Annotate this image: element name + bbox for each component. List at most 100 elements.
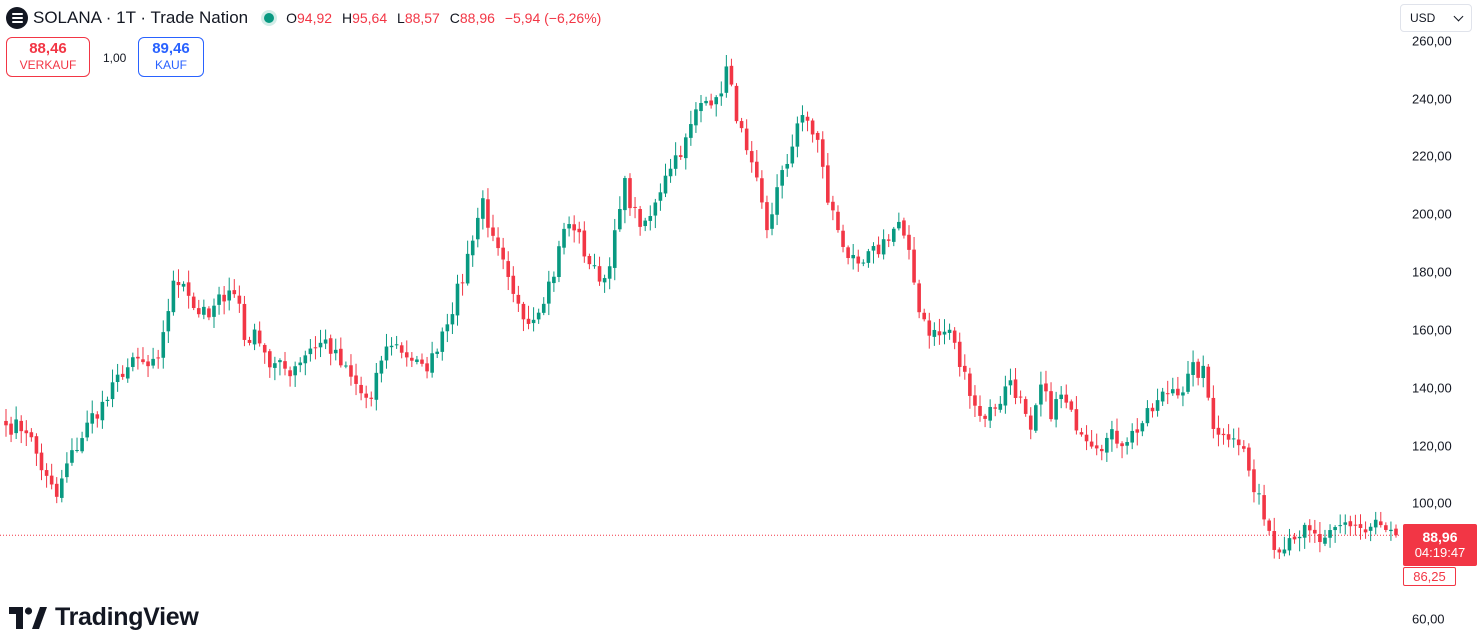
candle (673, 142, 678, 176)
candle (1069, 399, 1074, 412)
candle (861, 259, 866, 267)
candle (653, 198, 658, 229)
candle (1226, 424, 1231, 448)
candle (755, 150, 759, 182)
candle (1221, 428, 1226, 445)
candle (638, 205, 642, 236)
candle (567, 216, 571, 237)
candle (1110, 420, 1114, 452)
candle (1049, 382, 1053, 422)
tradingview-logo-icon (9, 606, 47, 629)
candle (795, 116, 800, 158)
candle (278, 358, 282, 376)
candle (1135, 418, 1140, 446)
candle (800, 105, 805, 132)
candle (541, 297, 546, 316)
candle (1039, 371, 1043, 417)
candle (922, 308, 927, 322)
candle (481, 190, 485, 230)
buy-button[interactable]: 89,46 KAUF (138, 37, 204, 77)
candle (592, 253, 597, 269)
tradingview-brand[interactable]: TradingView (9, 603, 199, 632)
candle (146, 354, 150, 378)
candle (820, 131, 825, 179)
candle (293, 361, 297, 387)
candle (19, 415, 24, 444)
candle (704, 96, 708, 106)
candle (658, 183, 663, 211)
candle (1034, 403, 1038, 433)
candle (308, 338, 313, 362)
candle (810, 118, 815, 143)
y-tick-label: 240,00 (1412, 91, 1452, 107)
candle (557, 240, 561, 283)
candle (572, 215, 576, 243)
candle (785, 154, 790, 177)
y-tick-label: 140,00 (1412, 380, 1452, 396)
candle (75, 437, 79, 453)
candle (1165, 380, 1170, 405)
candle (531, 307, 536, 332)
candle (1084, 425, 1089, 451)
candle (166, 298, 171, 343)
candle (496, 227, 500, 256)
candle (516, 285, 521, 312)
candle (1252, 459, 1256, 503)
candle (39, 443, 44, 481)
candle (1297, 530, 1302, 552)
candle (1236, 427, 1241, 456)
candle (957, 332, 962, 377)
candle (34, 433, 39, 466)
candle (1074, 396, 1079, 435)
candle (836, 205, 840, 233)
candle (349, 354, 353, 386)
candle (881, 229, 886, 260)
symbol-title[interactable]: SOLANA · 1T · Trade Nation (33, 8, 249, 27)
candle (1333, 525, 1337, 543)
candle (313, 336, 318, 360)
candle (760, 170, 764, 209)
candle (450, 302, 455, 335)
last-price-label: 88,96 04:19:47 (1403, 524, 1477, 566)
candle (978, 395, 982, 422)
y-tick-label: 180,00 (1412, 264, 1452, 280)
candle (1140, 420, 1145, 437)
candle (587, 253, 592, 270)
candle (612, 218, 617, 281)
candle (780, 165, 784, 199)
sell-button[interactable]: 88,46 VERKAUF (6, 37, 90, 77)
low-price-marker: 86,25 (1403, 567, 1456, 586)
candle (186, 270, 191, 309)
candle (115, 363, 120, 392)
candle (1272, 517, 1277, 559)
close-label: C (449, 10, 460, 26)
candle (465, 240, 470, 286)
candle (29, 428, 34, 442)
y-tick-label: 120,00 (1412, 438, 1452, 454)
candle (1231, 428, 1236, 448)
candle (252, 323, 257, 351)
candle (1242, 440, 1246, 453)
candle (1338, 514, 1342, 534)
candle (1115, 418, 1119, 449)
high-label: H (341, 10, 353, 26)
quantity-value[interactable]: 1,00 (103, 51, 127, 65)
candle (1328, 524, 1332, 548)
candle (506, 251, 511, 291)
candle (354, 363, 358, 396)
candle (100, 390, 105, 429)
candle (952, 327, 957, 350)
candle (719, 81, 724, 106)
candle (841, 224, 845, 253)
candle (932, 322, 937, 346)
candle (973, 385, 977, 418)
candle (227, 277, 232, 311)
candle (765, 195, 769, 239)
candle (521, 301, 526, 332)
currency-selector[interactable]: USD (1400, 4, 1472, 32)
candle (1313, 519, 1317, 543)
candle (369, 391, 374, 407)
candle (151, 347, 155, 369)
candle (435, 348, 440, 359)
